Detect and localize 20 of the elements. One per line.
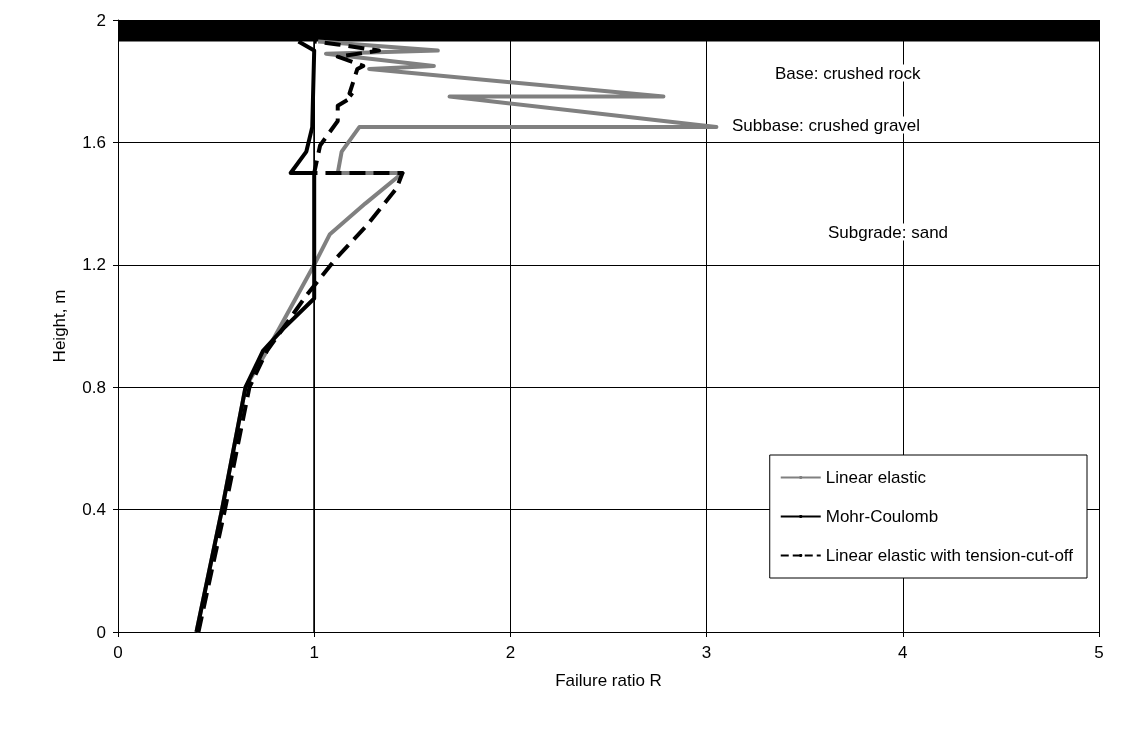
legend-label: Linear elastic — [825, 468, 927, 487]
annotation: Subgrade: sand — [828, 222, 949, 242]
y-tick-label: 0.4 — [82, 500, 106, 520]
legend-label: Mohr-Coulomb — [825, 507, 939, 526]
y-tick-label: 1.6 — [82, 132, 106, 152]
x-tick-label: 3 — [701, 643, 712, 662]
x-tick-label: 4 — [898, 643, 908, 662]
x-tick-label: 2 — [505, 643, 516, 662]
y-axis-title: Height, m — [50, 289, 69, 363]
y-tick-label: 0.8 — [82, 377, 106, 397]
x-tick-label: 5 — [1094, 643, 1104, 662]
y-tick-label: 0 — [96, 622, 106, 642]
x-tick-label: 1 — [309, 643, 319, 662]
y-tick-label: 2 — [96, 10, 106, 30]
annotation: Subbase: crushed gravel — [732, 115, 921, 135]
annotation: Base: crushed rock — [775, 63, 922, 83]
y-tick-label: 1.2 — [82, 255, 106, 275]
legend-label: Linear elastic with tension-cut-off — [825, 546, 1074, 565]
x-axis-title: Failure ratio R — [555, 671, 662, 690]
x-tick-label: 0 — [113, 643, 123, 662]
